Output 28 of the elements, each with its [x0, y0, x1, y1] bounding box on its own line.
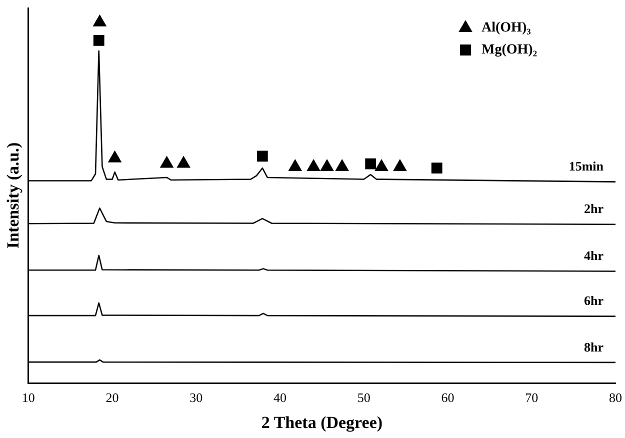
- point: [93, 14, 106, 26]
- point: [374, 160, 388, 172]
- x-tick-label: 60: [441, 390, 454, 406]
- x-tick-label: 10: [22, 390, 35, 406]
- x-tick-label: 30: [190, 390, 203, 406]
- point: [393, 160, 407, 172]
- point: [336, 160, 349, 172]
- point: [307, 160, 320, 172]
- series-label: 2hr: [584, 201, 604, 216]
- y-axis-title: Intensity (a.u.): [4, 142, 23, 249]
- point: [288, 160, 302, 172]
- x-axis-title: 2 Theta (Degree): [261, 413, 383, 432]
- x-tick-label: 50: [357, 390, 370, 406]
- series-label: 8hr: [584, 339, 604, 354]
- point: [365, 158, 376, 170]
- series-label: 15min: [568, 158, 604, 174]
- point: [160, 156, 174, 168]
- x-tick-label: 70: [525, 390, 538, 406]
- series-label: 6hr: [584, 293, 604, 308]
- legend-label: Mg(OH)₂: [482, 42, 538, 58]
- x-tick-label: 40: [274, 390, 287, 406]
- point: [320, 160, 334, 172]
- series-label: 4hr: [584, 248, 604, 264]
- legend-label: Al(OH)₃: [482, 20, 531, 36]
- point: [177, 156, 190, 168]
- x-tick-label: 20: [106, 390, 119, 406]
- x-tick-label: 80: [609, 390, 622, 406]
- point: [108, 150, 122, 162]
